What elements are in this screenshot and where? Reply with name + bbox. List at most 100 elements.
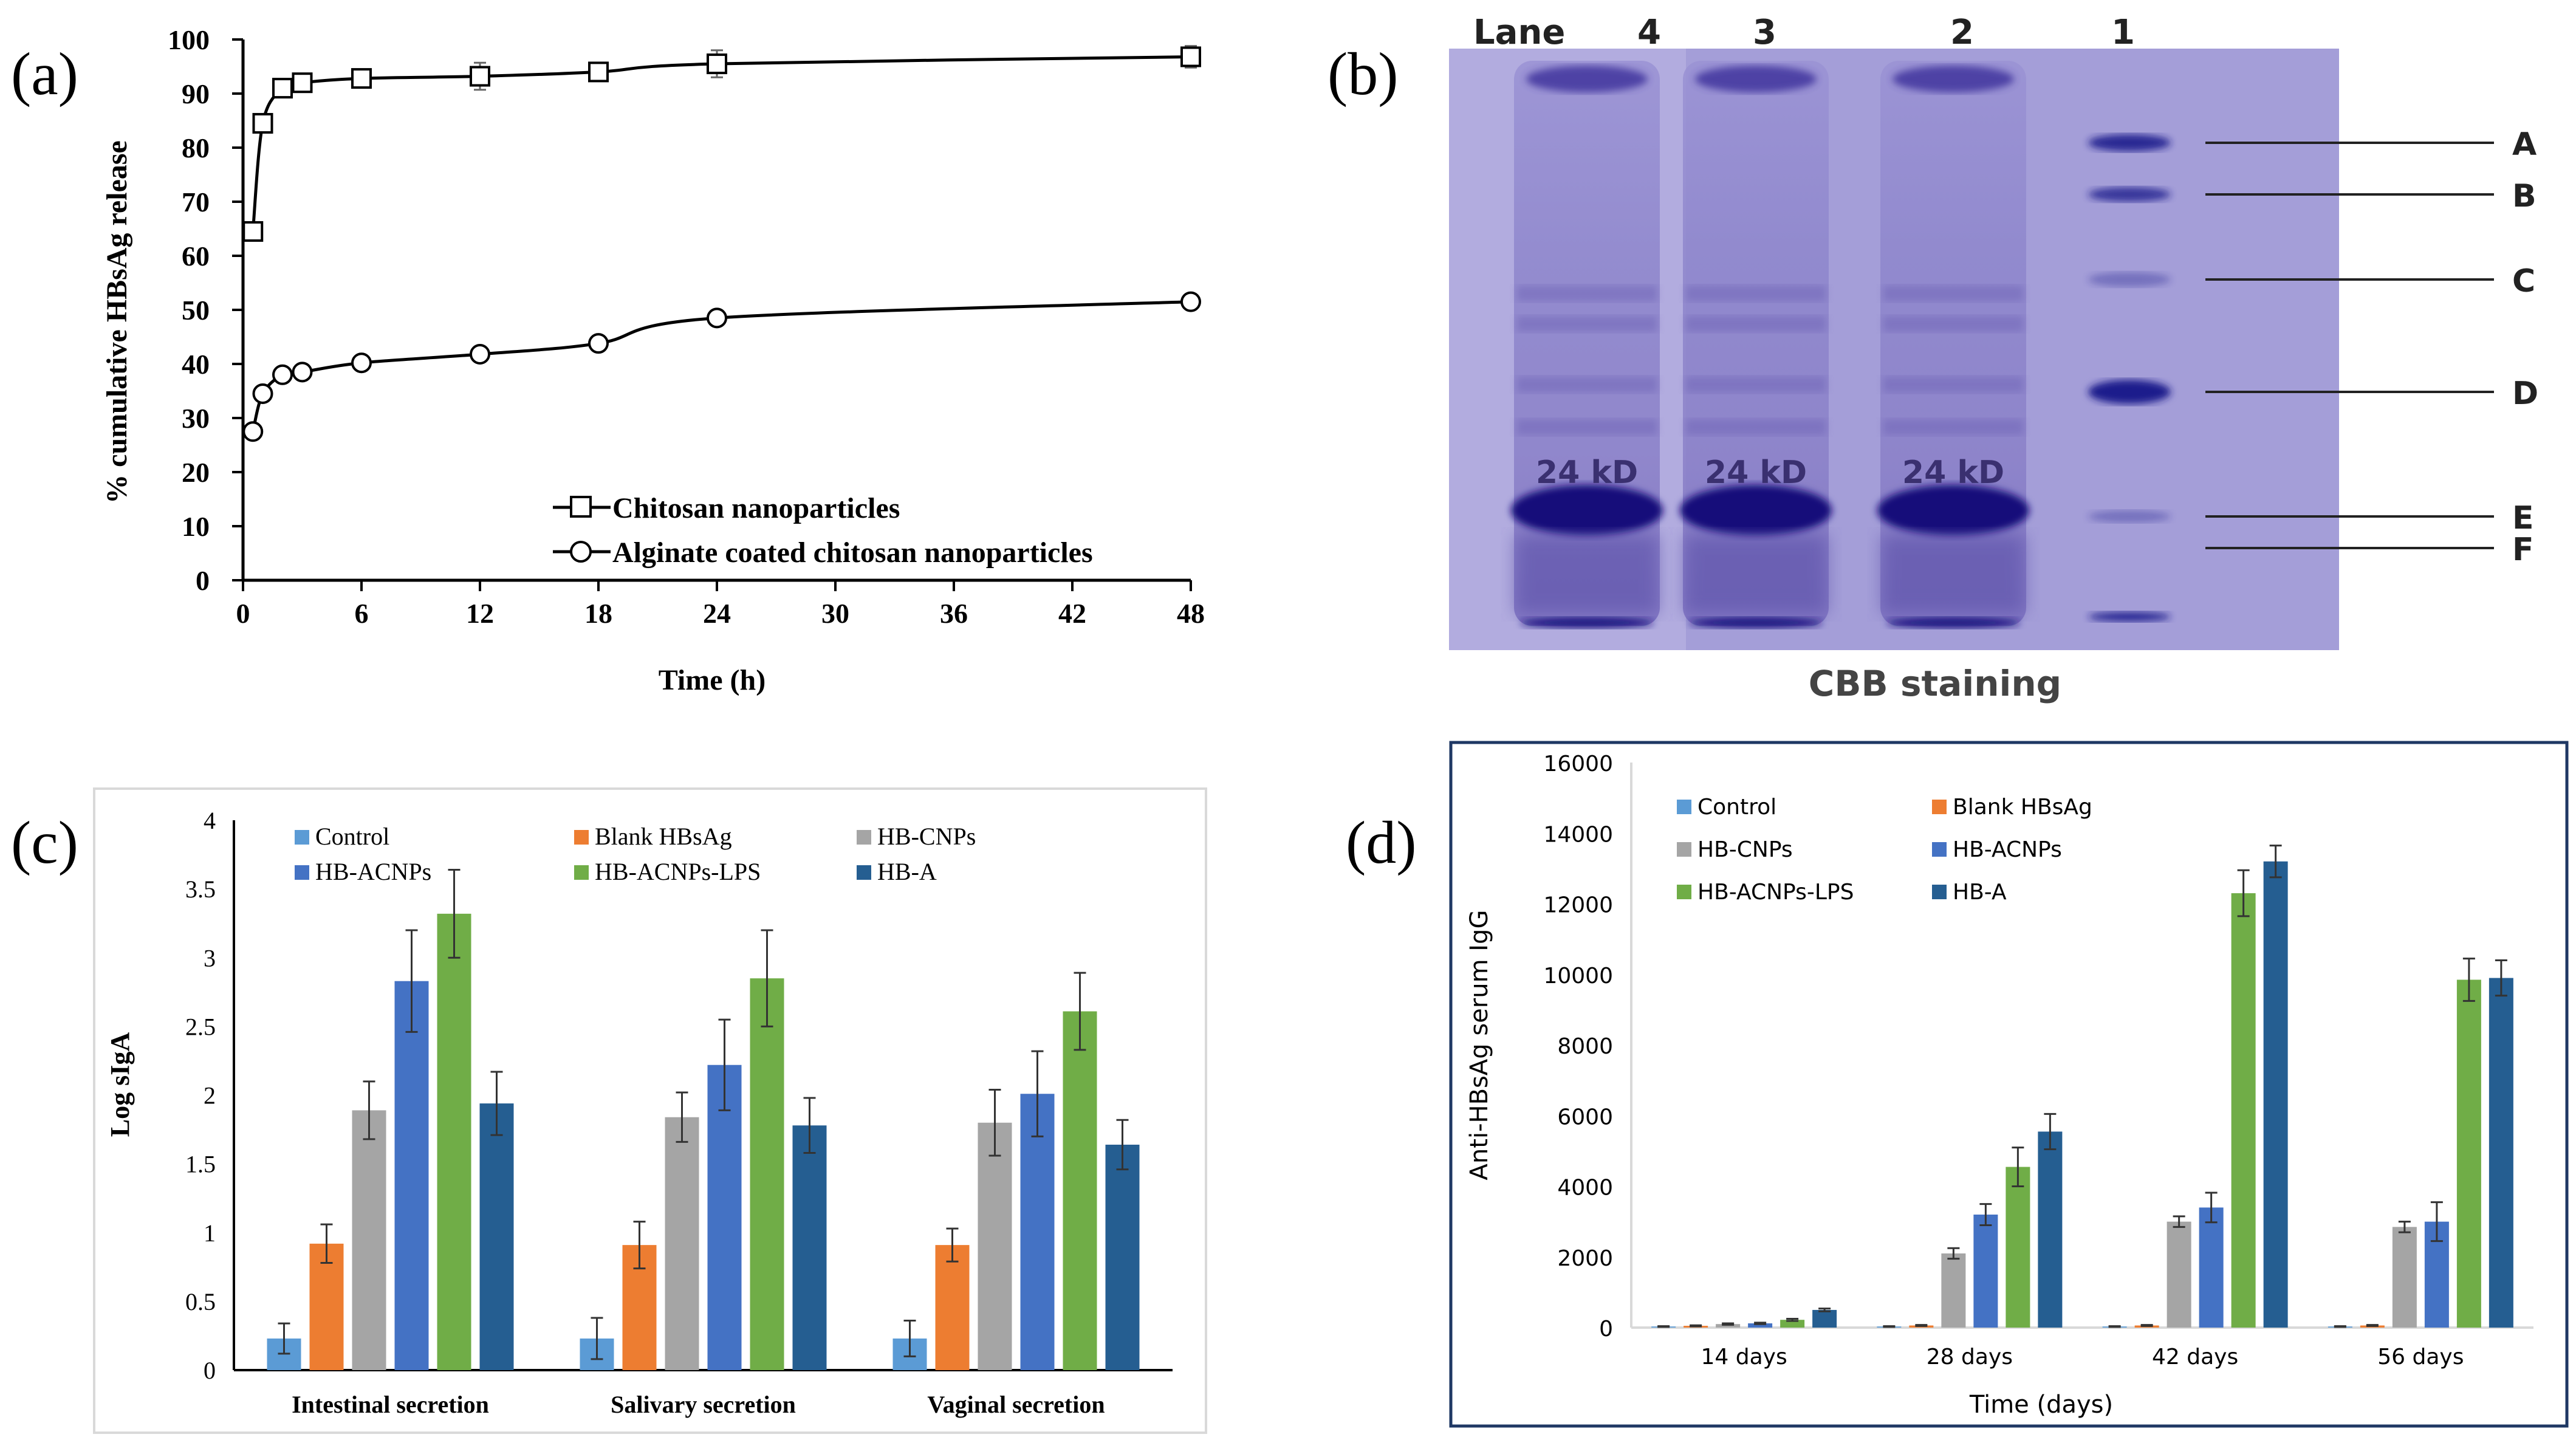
data-point-square bbox=[242, 221, 264, 242]
bar bbox=[2392, 1227, 2417, 1328]
panel-label-b: (b) bbox=[1327, 40, 1399, 108]
x-tick-label: 12 bbox=[466, 598, 494, 629]
faint-band bbox=[1883, 377, 2023, 393]
faint-band bbox=[1517, 419, 1657, 435]
marker-label-d: D bbox=[2512, 375, 2538, 412]
dye-front bbox=[1689, 617, 1823, 628]
sample-lane bbox=[1514, 61, 1660, 626]
legend-swatch bbox=[1932, 800, 1947, 814]
band-label-lane-2: 24 kD bbox=[1902, 454, 2004, 491]
legend-label: HB-A bbox=[877, 858, 937, 885]
bar bbox=[352, 1110, 386, 1370]
faint-band bbox=[1686, 419, 1826, 435]
y-tick-label: 60 bbox=[182, 241, 210, 272]
y-tick-label: 4000 bbox=[1557, 1176, 1613, 1201]
data-point-square bbox=[292, 72, 313, 94]
bar bbox=[2006, 1167, 2030, 1328]
marker-band bbox=[2088, 612, 2171, 622]
bar bbox=[437, 913, 471, 1370]
bar bbox=[1716, 1324, 1741, 1328]
well-band bbox=[1893, 66, 2014, 92]
y-tick-label: 2000 bbox=[1557, 1246, 1613, 1271]
data-point-circle bbox=[252, 383, 273, 404]
bar bbox=[394, 981, 429, 1370]
legend-swatch bbox=[1677, 842, 1691, 857]
category-label: Intestinal secretion bbox=[292, 1391, 489, 1418]
category-label: 28 days bbox=[1927, 1345, 2013, 1370]
y-tick-label: 16000 bbox=[1543, 752, 1613, 777]
x-tick-label: 0 bbox=[236, 598, 250, 629]
gel-image: Lane 4 3 2 1 24 kD 24 kD 24 kD AB C D EF CB… bbox=[1449, 13, 2538, 704]
category-label: 14 days bbox=[1701, 1345, 1787, 1370]
bar bbox=[1748, 1323, 1773, 1328]
bar bbox=[479, 1103, 514, 1370]
y-tick-label: 1 bbox=[204, 1219, 216, 1247]
bar bbox=[2167, 1221, 2191, 1328]
x-tick-label: 36 bbox=[940, 598, 968, 629]
marker-label-b: B bbox=[2512, 178, 2537, 214]
legend-label: HB-CNPs bbox=[1697, 837, 1793, 862]
legend: Chitosan nanoparticles Alginate coated c… bbox=[553, 492, 1093, 569]
x-tick-label: 42 bbox=[1058, 598, 1086, 629]
data-point-circle bbox=[470, 343, 490, 365]
well-band bbox=[1526, 66, 1648, 92]
marker-band bbox=[2088, 380, 2171, 404]
y-tick-label: 12000 bbox=[1543, 893, 1613, 918]
marker-band bbox=[2088, 510, 2171, 523]
legend-swatch bbox=[1677, 800, 1691, 814]
y-tick-label: 50 bbox=[182, 295, 210, 326]
lane-header: Lane bbox=[1473, 13, 1565, 52]
legend-swatch bbox=[1932, 885, 1947, 899]
sample-lane bbox=[1880, 61, 2026, 626]
data-point-square bbox=[470, 66, 490, 87]
legend-swatch bbox=[857, 865, 871, 880]
panel-label-d: (d) bbox=[1346, 809, 1417, 876]
data-point-circle bbox=[707, 307, 727, 329]
legend-label: Blank HBsAg bbox=[1953, 795, 2092, 820]
legend-swatch bbox=[295, 830, 309, 845]
x-axis-title: Time (days) bbox=[1969, 1391, 2113, 1419]
band-label-lane-3: 24 kD bbox=[1705, 454, 1807, 491]
data-point-square bbox=[252, 112, 273, 134]
faint-band bbox=[1517, 377, 1657, 393]
bar bbox=[2038, 1131, 2063, 1328]
faint-band bbox=[1686, 286, 1826, 301]
x-tick-label: 48 bbox=[1177, 598, 1205, 629]
bar bbox=[2263, 861, 2288, 1328]
y-tick-label: 10 bbox=[182, 511, 210, 542]
bar bbox=[1812, 1309, 1837, 1328]
gel-caption: CBB staining bbox=[1809, 663, 2061, 704]
category-label: Salivary secretion bbox=[611, 1391, 796, 1418]
bar bbox=[2456, 979, 2481, 1328]
legend-swatch bbox=[574, 865, 589, 880]
main-band-24kd bbox=[1511, 485, 1663, 536]
faint-band bbox=[1686, 316, 1826, 332]
faint-band bbox=[1517, 316, 1657, 332]
legend: Control Blank HBsAg HB-CNPs HB-ACNPs HB-ACNP… bbox=[295, 823, 976, 885]
bar bbox=[1105, 1144, 1140, 1370]
bar bbox=[1941, 1253, 1966, 1328]
marker-band bbox=[2088, 272, 2171, 287]
y-axis-title: Anti-HBsAg serum IgG bbox=[1465, 910, 1493, 1181]
legend-label: Control bbox=[315, 823, 389, 850]
legend-label: HB-ACNPs bbox=[315, 858, 431, 885]
main-band-24kd bbox=[1877, 485, 2029, 536]
lane-number-3: 3 bbox=[1753, 13, 1776, 52]
y-tick-label: 8000 bbox=[1557, 1034, 1613, 1059]
y-tick-label: 0 bbox=[1599, 1317, 1613, 1342]
data-point-square bbox=[588, 61, 609, 83]
main-band-24kd bbox=[1680, 485, 1832, 536]
dye-front bbox=[1520, 617, 1654, 628]
bar bbox=[707, 1065, 742, 1370]
well-band bbox=[1695, 66, 1817, 92]
legend-label: Control bbox=[1697, 795, 1776, 820]
bar bbox=[2199, 1207, 2224, 1328]
bar bbox=[978, 1122, 1012, 1370]
y-tick-label: 80 bbox=[182, 132, 210, 163]
lane-number-4: 4 bbox=[1637, 13, 1661, 52]
data-point-circle bbox=[242, 421, 264, 442]
band-label-lane-4: 24 kD bbox=[1536, 454, 1638, 491]
y-tick-label: 100 bbox=[168, 24, 210, 55]
y-tick-label: 90 bbox=[182, 78, 210, 109]
igg-bar-chart: 0 2000 4000 6000 8000 10000 12000 14000 16000 14 … bbox=[1449, 741, 2569, 1428]
